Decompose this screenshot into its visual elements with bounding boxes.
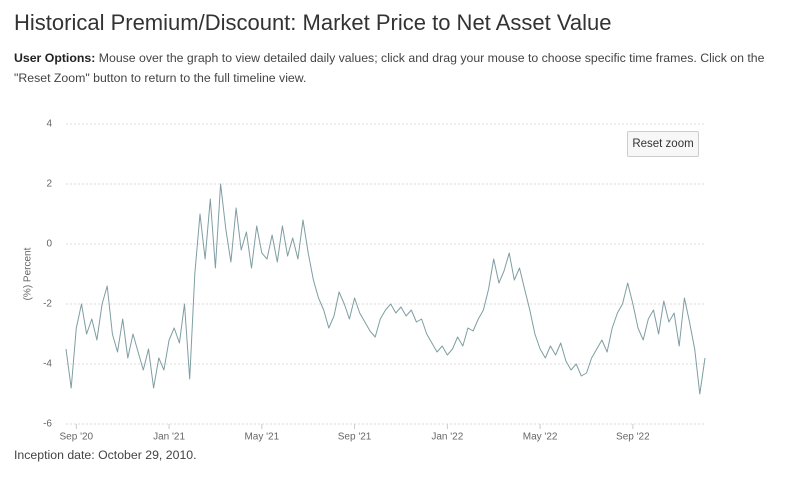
options-text: Mouse over the graph to view detailed da…	[14, 51, 765, 85]
line-series	[65, 183, 706, 395]
user-options: User Options: Mouse over the graph to vi…	[14, 48, 789, 88]
x-tick-label: May '21	[244, 432, 279, 443]
y-tick-label: -4	[43, 359, 52, 370]
y-tick-label: 2	[46, 179, 52, 190]
x-tick-label: Sep '22	[616, 432, 650, 443]
x-tick-label: Jan '22	[431, 432, 463, 443]
page-title: Historical Premium/Discount: Market Pric…	[14, 10, 612, 35]
reset-zoom-button[interactable]: Reset zoom	[627, 131, 699, 157]
y-axis-label: (%) Percent	[23, 247, 34, 300]
x-tick-label: Sep '20	[60, 432, 94, 443]
y-tick-label: -2	[43, 299, 52, 310]
inception-date: Inception date: October 29, 2010.	[14, 448, 197, 462]
y-tick-label: -6	[43, 419, 52, 430]
x-tick-label: Jan '21	[153, 432, 185, 443]
options-label: User Options:	[14, 51, 96, 65]
y-tick-label: 0	[46, 239, 52, 250]
x-tick-label: May '22	[523, 432, 558, 443]
y-tick-label: 4	[46, 119, 52, 130]
x-tick-label: Sep '21	[338, 432, 372, 443]
